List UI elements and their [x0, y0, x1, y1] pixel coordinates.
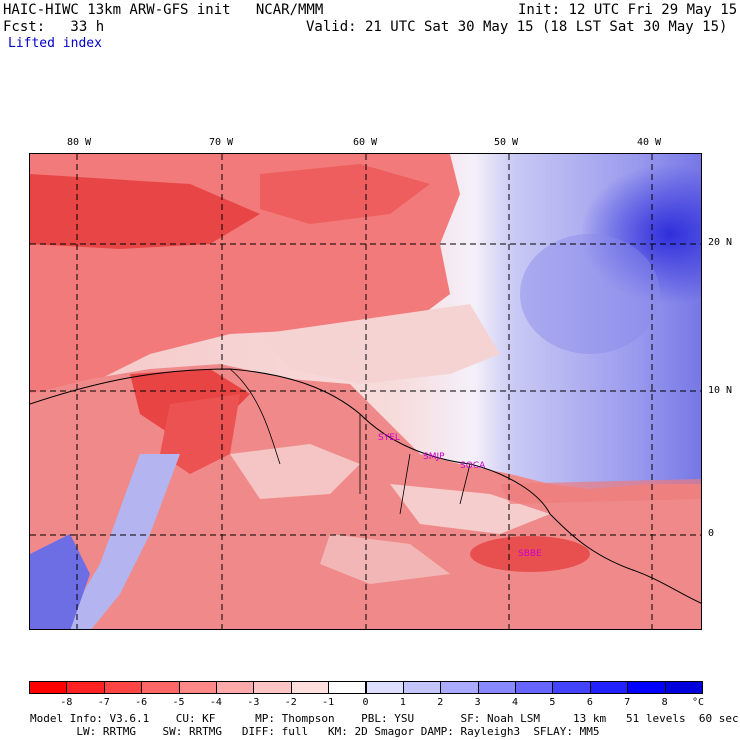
station-label: SMJP	[423, 452, 445, 462]
colorbar-cell	[29, 681, 68, 694]
colorbar-cell	[552, 681, 591, 694]
colorbar-cell	[402, 681, 442, 694]
lat-label: 0	[708, 528, 715, 539]
station-label: SBBE	[518, 549, 542, 559]
colorbar-label: -5	[172, 697, 185, 708]
valid-time: Valid: 21 UTC Sat 30 May 15 (18 LST Sat …	[306, 19, 728, 35]
colorbar-cell	[589, 681, 629, 694]
forecast-hour: Fcst: 33 h	[3, 19, 105, 35]
colorbar-label: -2	[284, 697, 297, 708]
field-name: Lifted index	[8, 36, 102, 51]
model-info-line-2: LW: RRTMG SW: RRTMG DIFF: full KM: 2D Sm…	[30, 725, 600, 738]
colorbar-cell	[664, 681, 703, 694]
station-label: SYEL	[378, 433, 400, 443]
colorbar-label: -6	[135, 697, 148, 708]
lon-label: 40 W	[637, 137, 662, 148]
colorbar-cell	[215, 681, 255, 694]
colorbar-cell	[103, 681, 143, 694]
colorbar-label: 5	[549, 697, 556, 708]
chart-title: HAIC-HIWC 13km ARW-GFS init NCAR/MMM	[3, 2, 324, 18]
colorbar-label: 4	[512, 697, 519, 708]
lon-label: 80 W	[67, 137, 92, 148]
colorbar-cell	[515, 681, 554, 694]
colorbar-cell	[477, 681, 517, 694]
model-info-line-1: Model Info: V3.6.1 CU: KF MP: Thompson P…	[30, 712, 739, 725]
lat-label: 10 N	[708, 385, 733, 396]
colorbar-cell	[66, 681, 105, 694]
colorbar-label: -3	[247, 697, 260, 708]
colorbar-cell	[365, 681, 404, 694]
colorbar-cell	[290, 681, 330, 694]
colorbar-cell	[328, 681, 367, 694]
init-time: Init: 12 UTC Fri 29 May 15	[518, 2, 738, 18]
map-field	[30, 154, 701, 629]
colorbar-label: 6	[586, 697, 593, 708]
colorbar-label: -4	[209, 697, 222, 708]
colorbar-label: 3	[474, 697, 481, 708]
colorbar-label: 2	[437, 697, 444, 708]
lifted-index-map: SYEL SMJP SOCA SBBE	[29, 153, 702, 630]
lon-label: 70 W	[209, 137, 234, 148]
colorbar-label: -1	[322, 697, 335, 708]
colorbar-cell	[253, 681, 292, 694]
station-label: SOCA	[460, 461, 486, 471]
colorbar-cell	[178, 681, 217, 694]
colorbar-cell	[627, 681, 666, 694]
lon-label: 60 W	[353, 137, 378, 148]
colorbar-label: -7	[97, 697, 110, 708]
colorbar-unit: °C	[691, 697, 705, 708]
lat-label: 20 N	[708, 237, 733, 248]
colorbar-label: 8	[661, 697, 668, 708]
colorbar-label: -8	[60, 697, 73, 708]
colorbar-cell	[440, 681, 479, 694]
colorbar-cell	[141, 681, 180, 694]
colorbar-label: 7	[624, 697, 631, 708]
colorbar-label: 1	[399, 697, 406, 708]
colorbar-label: 0	[362, 697, 369, 708]
lon-label: 50 W	[494, 137, 519, 148]
